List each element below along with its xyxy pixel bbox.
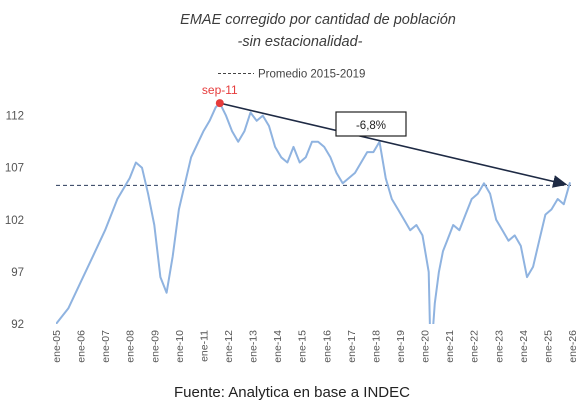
x-tick-label: ene-09 (149, 330, 161, 363)
chart-title: EMAE corregido por cantidad de población (180, 12, 456, 28)
change-label: -6,8% (356, 120, 386, 132)
y-axis: 92 97 102 107 112 (5, 111, 24, 331)
x-tick-label: ene-21 (444, 330, 456, 363)
x-tick-label: ene-26 (567, 330, 579, 363)
x-tick-label: ene-13 (248, 330, 260, 363)
emae-series-line (56, 102, 571, 324)
x-tick-label: ene-24 (518, 330, 530, 363)
x-tick-label: ene-11 (198, 330, 210, 362)
x-tick-label: ene-08 (125, 330, 137, 363)
x-tick-label: ene-16 (321, 330, 333, 363)
x-tick-label: ene-10 (174, 330, 186, 363)
x-tick-label: ene-12 (223, 330, 235, 363)
x-tick-label: ene-19 (395, 330, 407, 363)
x-tick-label: ene-20 (420, 330, 432, 363)
x-tick-label: ene-07 (100, 330, 112, 363)
y-tick-label: 107 (5, 163, 24, 175)
x-tick-label: ene-18 (370, 330, 382, 363)
peak-marker (215, 99, 224, 108)
chart-subtitle: -sin estacionalidad- (238, 34, 363, 50)
x-tick-label: ene-25 (542, 330, 554, 363)
x-tick-label: ene-23 (493, 330, 505, 363)
x-tick-label: ene-22 (469, 330, 481, 363)
x-axis: ene-05 ene-06 ene-07 ene-08 ene-09 ene-10 ene-… (51, 330, 579, 363)
peak-label: sep-11 (202, 83, 238, 97)
x-tick-label: ene-17 (346, 330, 358, 363)
change-box (335, 111, 407, 137)
y-tick-label: 92 (11, 319, 24, 331)
x-tick-label: ene-06 (76, 330, 88, 363)
legend-label: Promedio 2015-2019 (258, 69, 365, 81)
y-tick-label: 102 (5, 215, 24, 227)
source-note: Fuente: Analytica en base a INDEC (174, 384, 410, 401)
y-tick-label: 97 (11, 267, 24, 279)
y-tick-label: 112 (6, 111, 24, 123)
x-tick-label: ene-14 (272, 330, 284, 363)
trend-arrow (219, 102, 568, 188)
x-tick-label: ene-15 (297, 330, 309, 363)
x-tick-label: ene-05 (51, 330, 63, 363)
